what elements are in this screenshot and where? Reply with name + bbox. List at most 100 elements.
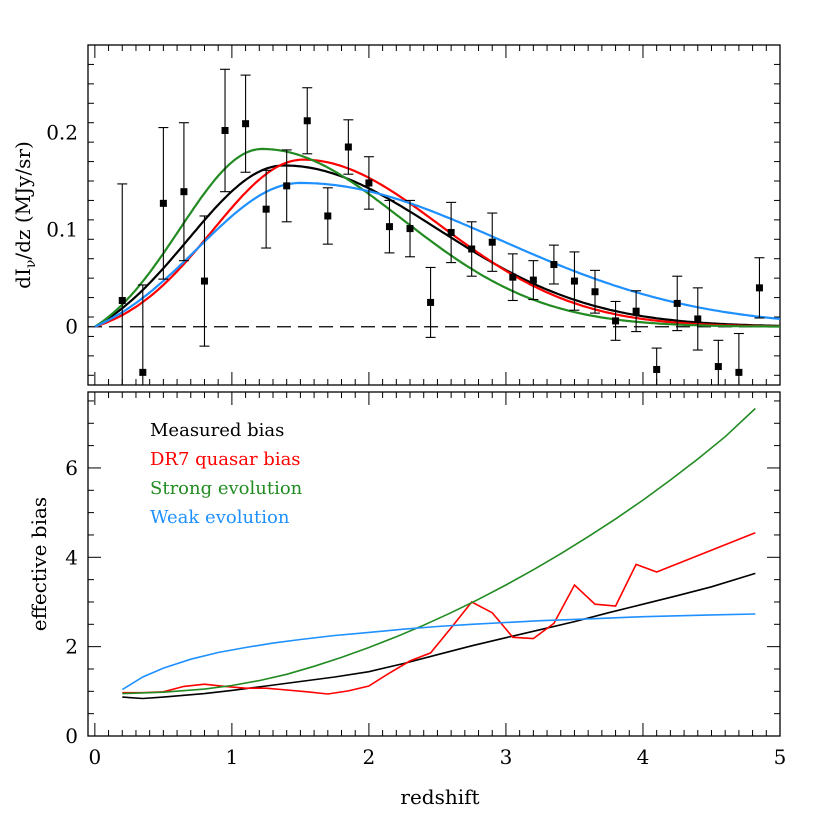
data-point bbox=[713, 339, 724, 385]
bottom-y-tick-label: 2 bbox=[65, 635, 78, 659]
legend-entry: Strong evolution bbox=[150, 478, 303, 499]
legend-entry: DR7 quasar bias bbox=[150, 449, 301, 470]
bottom-panel-curves bbox=[121, 407, 756, 700]
data-marker bbox=[385, 223, 393, 231]
data-point bbox=[343, 119, 354, 175]
top-panel-frame bbox=[87, 44, 781, 386]
data-marker bbox=[242, 120, 250, 128]
data-marker bbox=[612, 317, 620, 325]
data-marker bbox=[324, 212, 332, 220]
data-point bbox=[281, 149, 292, 223]
top-model-curve-3 bbox=[94, 181, 781, 328]
top-model-curve-0 bbox=[94, 164, 780, 328]
data-marker bbox=[283, 182, 291, 190]
data-marker bbox=[755, 284, 763, 292]
top-panel-ticks bbox=[88, 45, 781, 385]
data-marker bbox=[653, 365, 661, 373]
data-marker bbox=[344, 143, 352, 151]
x-tick-label: 5 bbox=[774, 745, 787, 769]
data-point bbox=[220, 68, 231, 193]
data-point bbox=[692, 287, 703, 351]
data-marker bbox=[529, 276, 537, 284]
data-marker bbox=[447, 228, 455, 236]
x-tick-label: 2 bbox=[363, 745, 376, 769]
top-panel: 0 0.1 0.2 dIν/dz (MJy/sr) bbox=[11, 44, 781, 386]
data-marker bbox=[262, 205, 270, 213]
data-marker bbox=[118, 296, 126, 304]
data-marker bbox=[200, 277, 208, 285]
top-y-tick-label: 0.2 bbox=[46, 120, 78, 144]
data-point bbox=[199, 215, 210, 347]
data-marker bbox=[550, 261, 558, 269]
bottom-y-axis-label: effective bias bbox=[27, 497, 51, 631]
data-marker bbox=[365, 179, 373, 187]
bottom-panel-tick-labels: 0 1 2 3 4 5 0 2 4 6 bbox=[65, 456, 786, 769]
bias-curve-1 bbox=[122, 531, 756, 695]
x-tick-label: 3 bbox=[500, 745, 513, 769]
data-marker bbox=[221, 126, 229, 134]
data-point bbox=[631, 290, 642, 333]
data-marker bbox=[303, 117, 311, 125]
bottom-panel-ticks bbox=[88, 392, 781, 737]
data-point bbox=[466, 221, 477, 277]
data-point bbox=[405, 199, 416, 258]
data-point bbox=[178, 122, 189, 262]
bottom-panel: 0 1 2 3 4 5 0 2 4 6 Measured bias DR7 quasar bias S… bbox=[27, 391, 786, 809]
data-point bbox=[384, 199, 395, 254]
x-tick-label: 1 bbox=[226, 745, 239, 769]
top-y-axis-label: dIν/dz (MJy/sr) bbox=[11, 141, 39, 289]
data-point bbox=[240, 74, 251, 173]
data-point bbox=[548, 244, 559, 285]
data-point bbox=[610, 300, 621, 341]
top-panel-data-points bbox=[117, 68, 765, 385]
data-marker bbox=[509, 273, 517, 281]
data-marker bbox=[570, 277, 578, 285]
data-point bbox=[302, 87, 313, 155]
top-panel-curves bbox=[94, 147, 781, 328]
data-point bbox=[672, 275, 683, 332]
top-y-tick-label: 0.1 bbox=[46, 218, 78, 242]
data-point bbox=[322, 187, 333, 245]
data-marker bbox=[488, 238, 496, 246]
bias-curve-0 bbox=[122, 572, 756, 700]
top-model-curve-2 bbox=[94, 147, 780, 328]
data-marker bbox=[632, 307, 640, 315]
data-marker bbox=[406, 225, 414, 233]
bottom-panel-frame bbox=[87, 391, 781, 737]
data-marker bbox=[714, 363, 722, 371]
data-point bbox=[507, 253, 518, 302]
data-marker bbox=[468, 245, 476, 253]
x-tick-label: 0 bbox=[88, 745, 101, 769]
data-point bbox=[158, 127, 169, 280]
legend-entry: Measured bias bbox=[150, 420, 284, 441]
data-point bbox=[590, 269, 601, 314]
legend-entry: Weak evolution bbox=[150, 507, 290, 528]
data-point bbox=[487, 212, 498, 272]
data-marker bbox=[591, 288, 599, 296]
top-panel-tick-labels: 0 0.1 0.2 bbox=[46, 120, 78, 338]
data-point bbox=[446, 201, 457, 264]
data-point bbox=[261, 169, 272, 249]
data-point bbox=[528, 260, 539, 301]
bias-curve-2 bbox=[122, 407, 756, 695]
data-marker bbox=[694, 315, 702, 323]
data-point bbox=[569, 251, 580, 311]
top-model-curve-1 bbox=[94, 158, 780, 328]
data-point bbox=[425, 266, 436, 338]
data-point bbox=[117, 183, 128, 385]
x-axis-label: redshift bbox=[400, 785, 479, 809]
bottom-y-tick-label: 0 bbox=[65, 724, 78, 748]
data-point bbox=[754, 257, 765, 319]
data-marker bbox=[427, 298, 435, 306]
data-point bbox=[651, 347, 662, 385]
bottom-y-tick-label: 4 bbox=[65, 545, 78, 569]
data-marker bbox=[673, 299, 681, 307]
bias-curve-3 bbox=[121, 613, 756, 691]
data-marker bbox=[139, 368, 147, 376]
top-y-tick-label: 0 bbox=[65, 315, 78, 339]
x-tick-label: 4 bbox=[637, 745, 650, 769]
data-marker bbox=[735, 368, 743, 376]
legend: Measured bias DR7 quasar bias Strong evolu… bbox=[150, 420, 303, 528]
bottom-y-tick-label: 6 bbox=[65, 456, 78, 480]
